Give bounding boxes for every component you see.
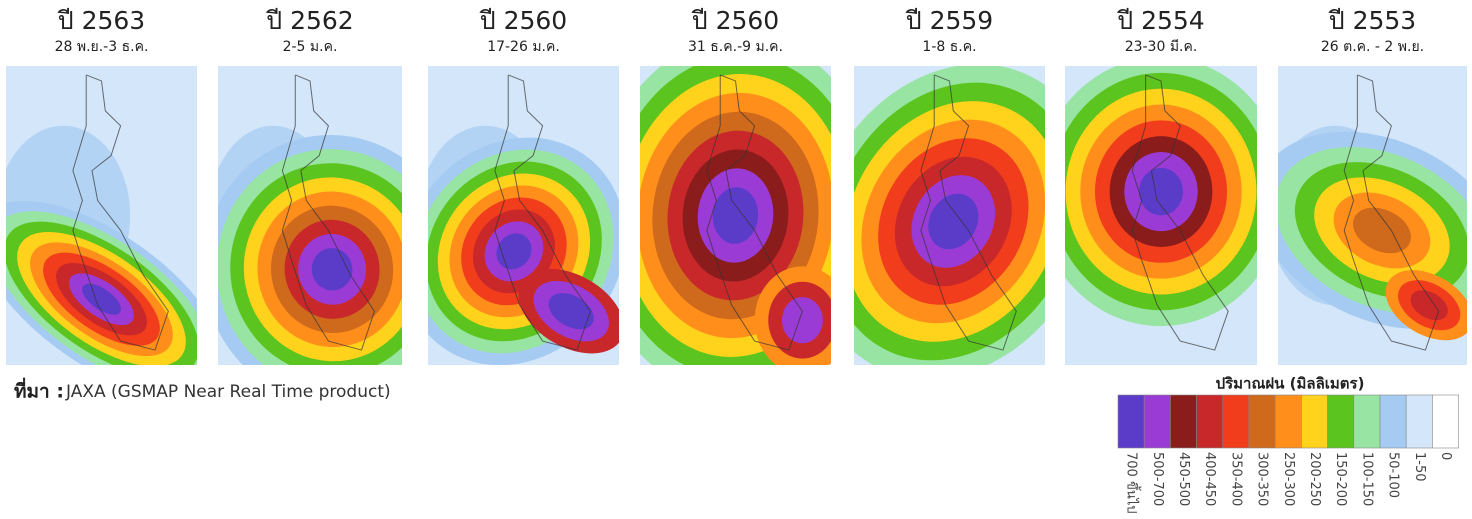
legend-swatch [1353,394,1381,449]
panel-title: ปี 2560 [479,6,567,35]
panel-subtitle: 31 ธ.ค.-9 ม.ค. [688,39,783,55]
legend-label: 300-350 [1255,452,1270,506]
panel-subtitle: 1-8 ธ.ค. [922,39,976,55]
rain-area [496,233,532,270]
panel-title: ปี 2563 [57,6,145,35]
legend-label: 450-500 [1176,452,1191,506]
legend-label: 1-50 [1412,452,1427,482]
legend-swatch [1274,394,1302,449]
legend-label: 200-250 [1307,452,1322,506]
panel-subtitle: 28 พ.ย.-3 ธ.ค. [55,39,149,55]
legend-swatch [1405,394,1433,449]
legend-swatch [1248,394,1276,449]
legend-title: ปริมาณฝน (มิลลิเมตร) [1216,375,1365,393]
panel-title: ปี 2553 [1328,6,1416,35]
legend-swatch [1379,394,1407,449]
panel-subtitle: 17-26 ม.ค. [487,39,560,55]
country-border [1343,74,1440,351]
legend-swatch [1301,394,1328,449]
rain-map [218,66,402,365]
legend-swatch [1117,394,1145,449]
country-border [72,74,169,351]
country-border [920,74,1017,351]
source-label: ที่มา : [14,378,64,403]
rain-map [854,66,1045,365]
rain-area [928,193,979,250]
panel-title: ปี 2562 [266,6,354,35]
rain-area [1352,207,1411,254]
panel-title: ปี 2560 [691,6,779,35]
legend-label: 250-300 [1281,452,1296,506]
legend-swatch [1143,394,1171,449]
legend-swatch [1222,394,1250,449]
legend-label: 50-100 [1386,452,1401,498]
country-border [494,74,591,351]
panel-title: ปี 2554 [1117,6,1205,35]
legend-label: 400-450 [1202,452,1217,506]
panel-subtitle: 26 ต.ค. - 2 พ.ย. [1321,39,1424,55]
legend-label: 100-150 [1359,452,1374,506]
legend-label: 0 [1438,452,1453,460]
panel-subtitle: 23-30 มี.ค. [1125,39,1198,55]
rain-area [82,283,121,315]
rain-map [428,66,619,365]
panel-subtitle: 2-5 ม.ค. [283,39,338,55]
rain-map [1278,66,1467,365]
legend-swatch [1170,394,1197,449]
legend-swatch [1432,394,1459,449]
rain-map [1065,66,1257,365]
legend-label: 500-700 [1150,452,1165,506]
country-border [281,74,375,351]
legend-label: 700 ขึ้นไป [1124,452,1142,514]
legend-label: 150-200 [1333,452,1348,506]
country-border [1131,74,1229,351]
legend-swatch [1196,394,1224,449]
rain-map [640,66,831,365]
rain-area [712,187,759,244]
rain-area [1138,167,1184,216]
panel-title: ปี 2559 [905,6,993,35]
source-text: JAXA (GSMAP Near Real Time product) [65,382,391,402]
legend-swatch [1327,394,1355,449]
country-border [706,74,803,351]
rain-area [781,297,823,344]
rain-area [548,293,594,330]
legend-label: 350-400 [1228,452,1243,506]
rain-map [6,66,197,365]
